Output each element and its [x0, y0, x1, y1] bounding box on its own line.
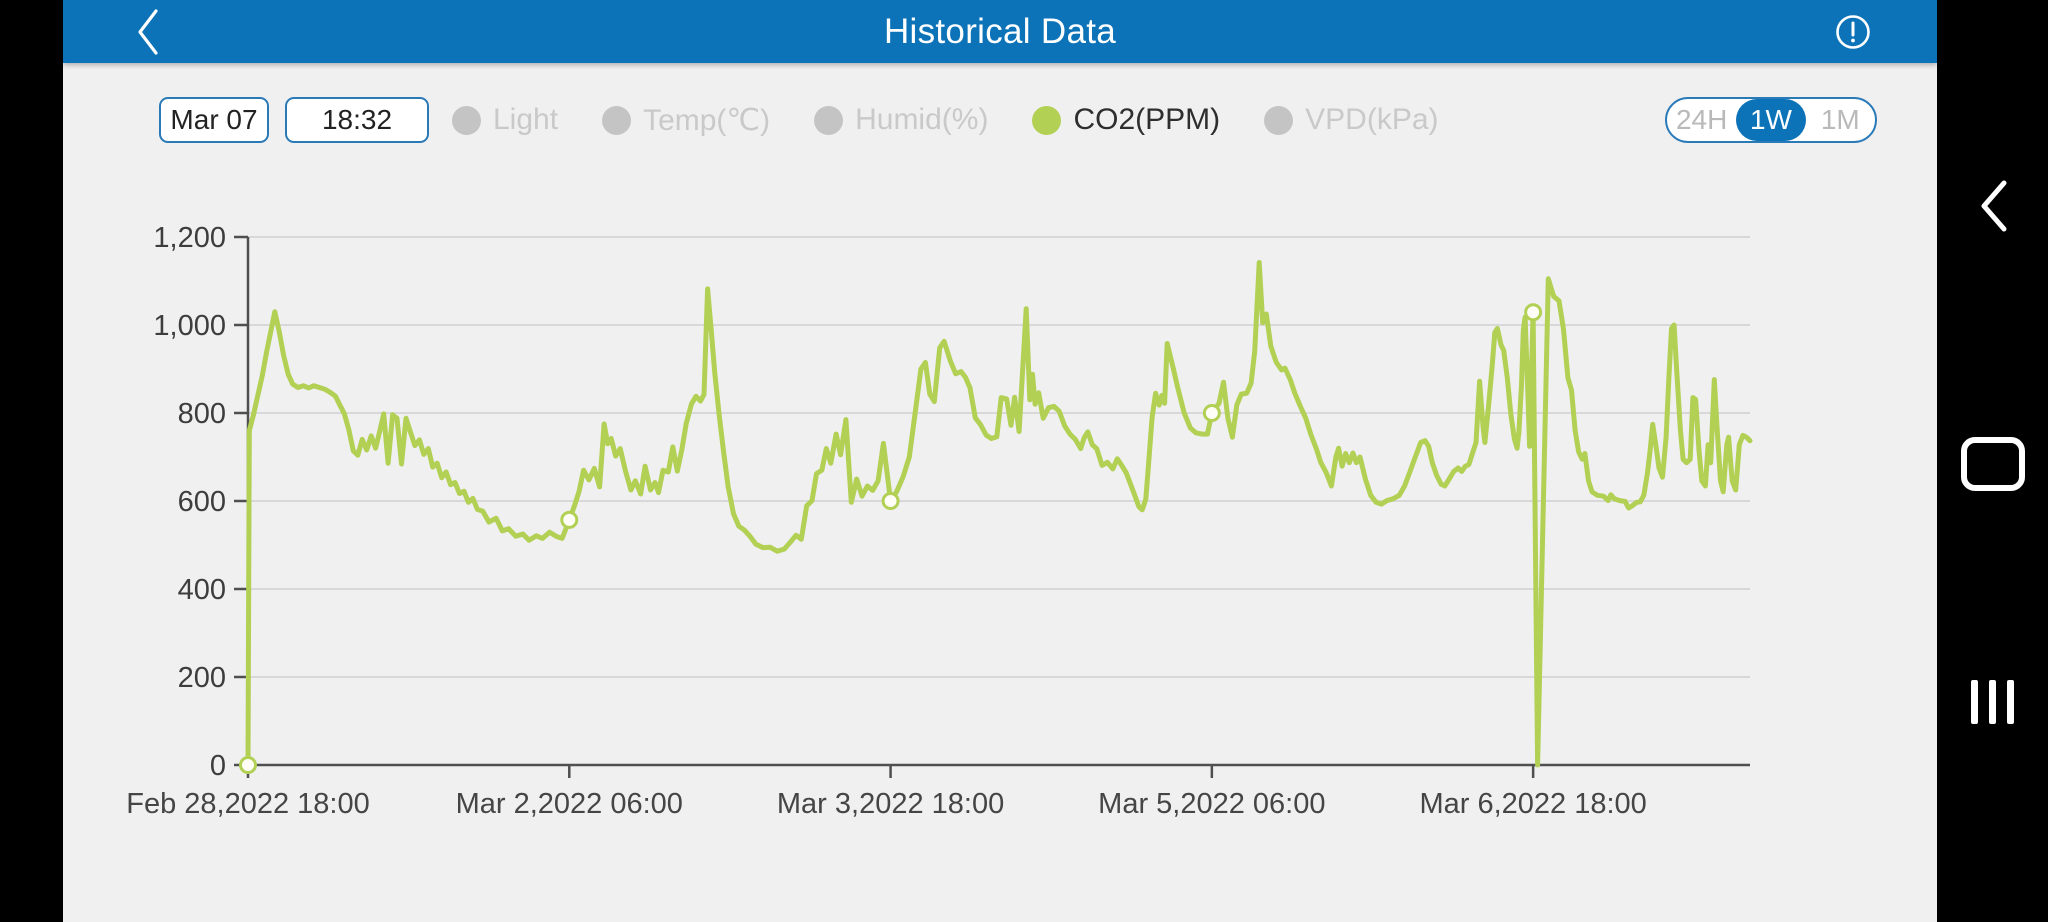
nav-home-button[interactable]	[1937, 404, 2048, 524]
legend-item-vpd-kpa[interactable]: VPD(kPa)	[1264, 103, 1439, 137]
data-point-marker	[1202, 404, 1221, 422]
date-picker[interactable]: Mar 07	[159, 97, 269, 143]
y-tick-label-200: 200	[178, 662, 226, 694]
back-button[interactable]	[121, 5, 175, 59]
app-header: Historical Data	[63, 0, 1937, 63]
chart-controls: Mar 07 18:32 Light Temp(℃) Humid(%) CO2(PPM…	[63, 97, 1937, 143]
android-nav-bar	[1937, 0, 2048, 922]
nav-home-squircle-icon	[1960, 437, 2025, 491]
y-tick-label-1200: 1,200	[153, 222, 226, 254]
series-legend: Light Temp(℃) Humid(%) CO2(PPM) VPD(kPa)	[452, 97, 1439, 143]
legend-label: Humid(%)	[855, 103, 989, 136]
legend-label: Temp(℃)	[643, 103, 771, 137]
y-tick-label-0: 0	[210, 750, 226, 782]
legend-dot-icon	[814, 105, 844, 135]
legend-label: Light	[493, 103, 559, 136]
y-tick-label-600: 600	[178, 486, 226, 518]
legend-dot-icon	[602, 105, 632, 135]
alert-circle-icon	[1836, 15, 1870, 49]
page-title: Historical Data	[883, 11, 1117, 51]
time-picker[interactable]: 18:32	[285, 97, 429, 143]
legend-item-temp[interactable]: Temp(℃)	[602, 103, 770, 138]
back-chevron-icon	[138, 9, 158, 55]
time-range-selector: 24H 1W 1M	[1665, 97, 1877, 143]
legend-item-humid[interactable]: Humid(%)	[814, 103, 988, 137]
range-option-1w[interactable]: 1W	[1736, 99, 1806, 141]
legend-dot-icon	[1032, 105, 1062, 135]
legend-dot-icon	[452, 105, 481, 135]
legend-label: VPD(kPa)	[1305, 103, 1439, 136]
nav-back-chevron-icon	[1981, 180, 2006, 232]
x-tick-label: Mar 5,2022 06:00	[1098, 788, 1325, 820]
legend-dot-icon	[1264, 105, 1294, 135]
y-tick-label-800: 800	[178, 398, 226, 430]
legend-item-co2-ppm[interactable]: CO2(PPM)	[1032, 103, 1220, 137]
info-button[interactable]	[1835, 14, 1871, 50]
legend-item-light[interactable]: Light	[452, 103, 558, 137]
nav-back-button[interactable]	[1937, 146, 2048, 266]
screen-letterbox-left	[0, 0, 63, 922]
co2-series-line	[245, 260, 1753, 768]
data-point-marker	[1524, 303, 1543, 322]
data-point-marker	[881, 492, 900, 510]
y-tick-label-400: 400	[178, 574, 226, 606]
data-point-marker	[560, 510, 579, 529]
y-tick-label-1000: 1,000	[153, 310, 226, 342]
x-tick-label: Mar 2,2022 06:00	[456, 788, 683, 820]
nav-recents-button[interactable]	[1937, 642, 2048, 762]
x-tick-label: Mar 3,2022 18:00	[777, 788, 1004, 820]
range-option-1m[interactable]: 1M	[1820, 104, 1860, 135]
data-point-marker	[239, 756, 257, 774]
x-tick-label: Mar 6,2022 18:00	[1419, 788, 1646, 820]
range-option-24h[interactable]: 24H	[1675, 104, 1728, 135]
legend-label: CO2(PPM)	[1073, 103, 1221, 136]
nav-recents-bars-icon	[1971, 680, 2014, 724]
x-tick-label: Feb 28,2022 18:00	[126, 788, 369, 820]
